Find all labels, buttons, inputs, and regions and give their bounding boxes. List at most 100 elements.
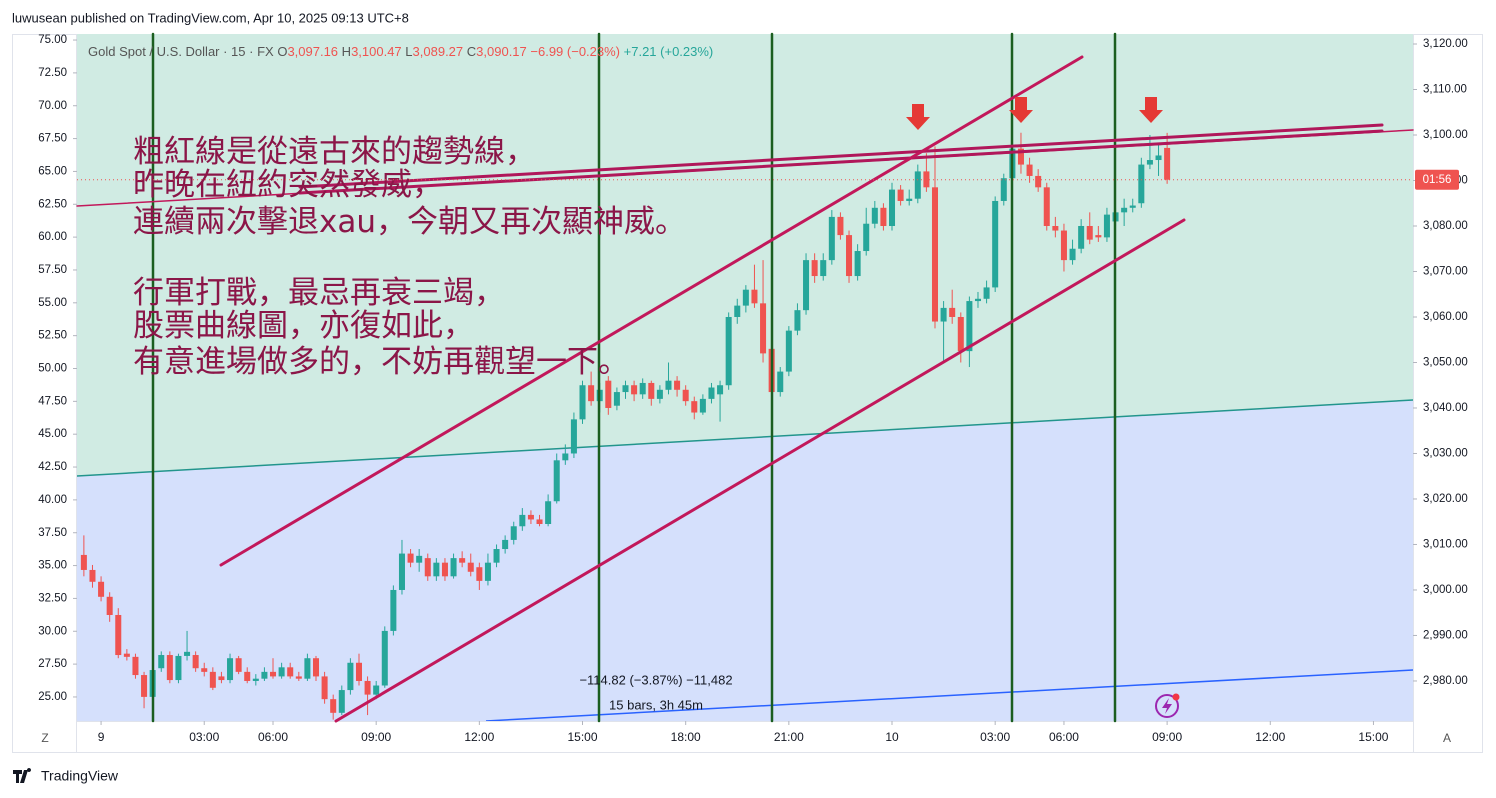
candle-body: [1060, 230, 1067, 261]
candle-body: [751, 289, 758, 304]
x-tick-label: 12:00: [464, 730, 494, 744]
x-tick-label: 15:00: [567, 730, 597, 744]
ohlc-value: 3,090.17: [476, 44, 527, 59]
x-tick-label: 15:00: [1358, 730, 1388, 744]
byline: luwusean published on TradingView.com, A…: [12, 10, 409, 25]
candle-body: [613, 392, 620, 406]
y2-tick-label: 27.50: [38, 658, 67, 670]
y2-tick-label: 65.00: [38, 165, 67, 177]
candle-body: [897, 189, 904, 201]
candle-body: [373, 685, 380, 695]
candle-body: [355, 662, 362, 681]
y-tick-label: 3,020.00: [1423, 493, 1468, 505]
symbol: Gold Spot / U.S. Dollar · 15 · FX: [88, 44, 274, 59]
candle-body: [785, 330, 792, 372]
button-label[interactable]: Z: [41, 731, 48, 745]
candle-body: [106, 596, 113, 615]
channel-line: [334, 218, 1186, 723]
candle-body: [734, 305, 741, 317]
candle-body: [510, 526, 517, 540]
candle-body: [682, 389, 689, 402]
candle-body: [880, 207, 887, 226]
y2-tick-label: 67.50: [38, 133, 67, 145]
candle-body: [287, 667, 294, 677]
trend-line: [298, 123, 1384, 189]
annotation-line: 行軍打戰，最忌再衰三竭，: [133, 275, 505, 311]
candle-body: [622, 385, 629, 393]
candle-body: [605, 380, 612, 408]
candle-body: [175, 655, 182, 681]
candle-body: [364, 680, 371, 695]
x-tick-label: 9: [98, 730, 105, 744]
candle-body: [674, 380, 681, 390]
button[interactable]: [33, 728, 57, 748]
y-tick-label: 2,990.00: [1423, 629, 1468, 641]
y2-tick-label: 52.50: [38, 330, 67, 342]
change: +7.21 (+0.23%): [624, 44, 714, 59]
candle-body: [330, 699, 337, 713]
alert-icon[interactable]: [1155, 693, 1180, 718]
y2-tick-label: 62.50: [38, 198, 67, 210]
candle-body: [656, 389, 663, 399]
candle-body: [295, 676, 302, 679]
x-tick-label: 09:00: [1152, 730, 1182, 744]
candle-body: [974, 298, 981, 302]
y-tick-label: 3,120.00: [1423, 38, 1468, 50]
candle-body: [338, 690, 345, 713]
x-tick-label: 03:00: [189, 730, 219, 744]
y2-tick-label: 70.00: [38, 100, 67, 112]
candle-body: [777, 371, 784, 393]
alert-dot: [1172, 693, 1180, 701]
y-tick-label: 3,080.00: [1423, 220, 1468, 232]
candle-body: [1069, 248, 1076, 261]
candle-body: [1155, 155, 1162, 161]
y-tick-label: 3,100.00: [1423, 129, 1468, 141]
measure-span: 15 bars, 3h 45m: [609, 697, 703, 712]
y-tick-label: 3,010.00: [1423, 539, 1468, 551]
ohlc-label: H: [342, 44, 351, 59]
candle-body: [553, 460, 560, 502]
candle-body: [966, 301, 973, 352]
candle-body: [252, 678, 259, 681]
candle-body: [820, 260, 827, 277]
brand: TradingView: [13, 768, 119, 784]
candle-body: [519, 514, 526, 527]
y-tick-label: 3,060.00: [1423, 311, 1468, 323]
y2-tick-label: 72.50: [38, 67, 67, 79]
candle-body: [1164, 147, 1171, 180]
candle-body: [390, 589, 397, 631]
candle-body: [1129, 205, 1136, 208]
candle-body: [742, 289, 749, 306]
candle-body: [708, 387, 715, 399]
candles: [80, 132, 1171, 720]
annotation-line: 有意進場做多的，不妨再觀望一下。: [133, 344, 629, 380]
lower-zone: [77, 400, 1413, 721]
measure-change: −114.82 (−3.87%) −11,482: [579, 672, 732, 687]
x-tick-label: 12:00: [1255, 730, 1285, 744]
candle-body: [209, 671, 216, 688]
candle-body: [1095, 235, 1102, 238]
candle-body: [957, 316, 964, 352]
zone-line: [76, 399, 1414, 477]
y2-tick-label: 50.00: [38, 363, 67, 375]
candle-body: [536, 519, 543, 524]
button-label[interactable]: A: [1443, 731, 1451, 745]
candle-body: [846, 235, 853, 277]
candle-body: [1026, 164, 1033, 176]
y2-tick-label: 40.00: [38, 494, 67, 506]
candle-body: [502, 539, 509, 550]
alert-bolt: [1162, 698, 1172, 714]
x-tick-label: 09:00: [361, 730, 391, 744]
candle-body: [158, 655, 165, 669]
candle-body: [244, 671, 251, 681]
x-tick-label: 10: [885, 730, 899, 744]
candle-body: [760, 303, 767, 354]
candle-body: [1052, 225, 1059, 231]
candle-body: [1035, 175, 1042, 188]
candle-body: [691, 401, 698, 413]
candle-body: [648, 382, 655, 399]
candle-body: [89, 569, 96, 582]
candle-body: [725, 316, 732, 386]
